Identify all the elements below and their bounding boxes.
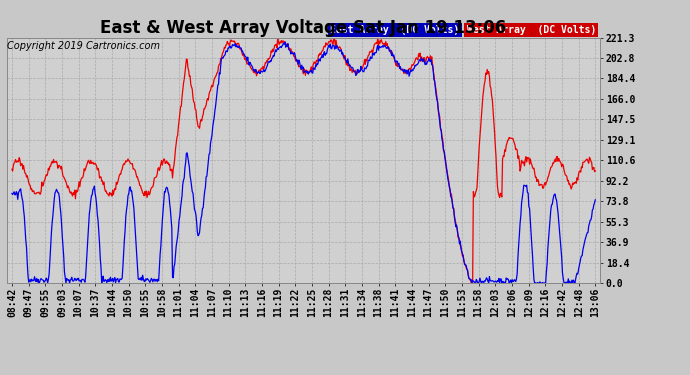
Text: East Array  (DC Volts): East Array (DC Volts) — [331, 25, 460, 35]
Title: East & West Array Voltage Sat Jan 19 13:06: East & West Array Voltage Sat Jan 19 13:… — [101, 20, 506, 38]
Text: Copyright 2019 Cartronics.com: Copyright 2019 Cartronics.com — [8, 41, 161, 51]
Text: West Array  (DC Volts): West Array (DC Volts) — [466, 25, 596, 35]
